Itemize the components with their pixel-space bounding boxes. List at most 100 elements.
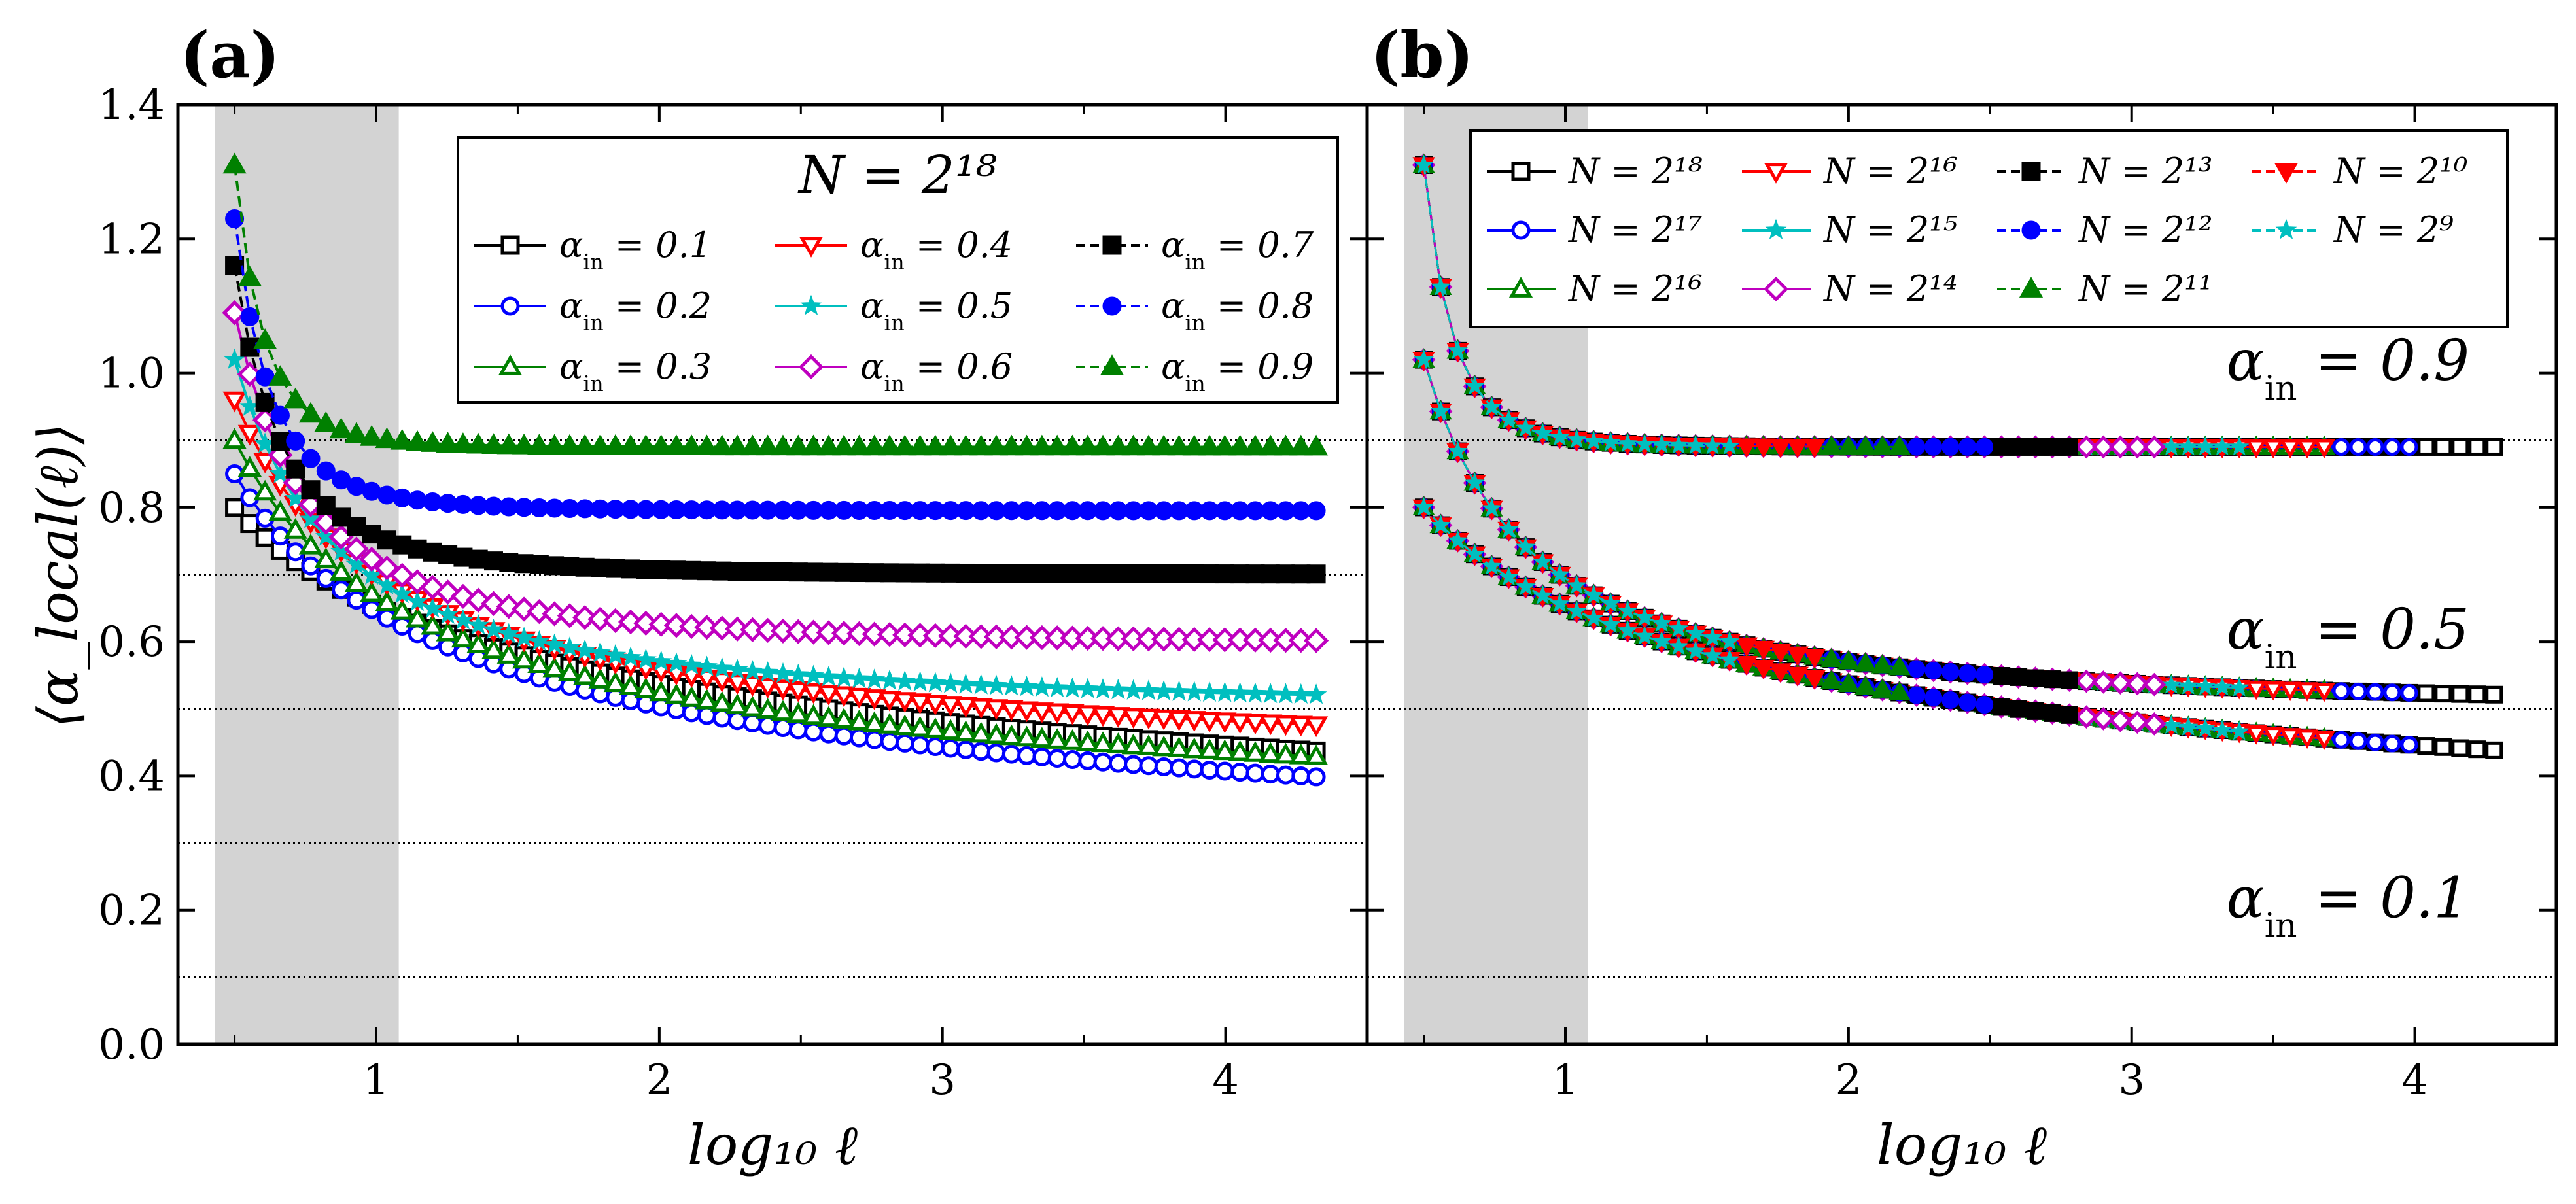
data-point: [253, 479, 277, 501]
data-point: [1182, 737, 1206, 759]
data-point: [2279, 728, 2302, 748]
data-point: [926, 501, 945, 521]
data-point: [1735, 656, 1758, 676]
data-point: [816, 706, 841, 727]
data-point: [2366, 733, 2384, 751]
data-point: [499, 497, 519, 517]
data-point: [771, 700, 795, 721]
legend-entry: N = 2¹⁴: [1742, 268, 1957, 309]
data-point: [724, 616, 750, 642]
data-point: [911, 563, 930, 583]
data-point: [603, 434, 627, 455]
data-point: [1668, 434, 1689, 455]
data-point: [984, 699, 1009, 720]
data-point: [2161, 436, 2182, 456]
data-point: [695, 434, 719, 456]
data-point: [1448, 530, 1468, 549]
data-point: [832, 708, 856, 729]
data-point: [1016, 676, 1038, 697]
data-point: [1121, 708, 1145, 729]
data-point: [451, 432, 476, 453]
data-point: [1617, 600, 1638, 620]
data-point: [1634, 625, 1655, 645]
data-point: [1230, 564, 1250, 584]
data-point: [1031, 676, 1053, 697]
data-point: [697, 561, 717, 581]
data-point: [512, 647, 536, 669]
data-point: [1431, 401, 1451, 421]
data-point: [1228, 713, 1252, 734]
data-point: [1015, 434, 1039, 456]
legend-label: αin = 0.5: [860, 285, 1013, 335]
data-point: [893, 692, 917, 713]
data-point: [1062, 677, 1083, 698]
data-point: [2229, 677, 2250, 697]
data-point: [986, 564, 1006, 583]
data-point: [1820, 647, 1843, 668]
data-point: [923, 695, 947, 715]
legend-marker: [1764, 163, 1788, 184]
data-point: [2262, 439, 2285, 459]
data-point: [1138, 679, 1160, 700]
data-point: [1001, 564, 1021, 583]
data-point: [2451, 685, 2469, 703]
data-point: [1152, 709, 1176, 731]
data-point: [923, 717, 947, 738]
data-point: [911, 735, 930, 755]
data-point: [621, 500, 640, 519]
data-point: [2434, 738, 2452, 756]
data-point: [1030, 434, 1054, 456]
data-point: [2060, 706, 2078, 724]
data-point: [1685, 640, 1706, 660]
data-point: [1291, 564, 1311, 584]
series-11: [1414, 154, 1740, 668]
data-point: [2229, 436, 2250, 456]
data-point: [1448, 340, 1468, 360]
data-point: [680, 434, 704, 456]
data-point: [496, 433, 521, 455]
data-point: [1719, 649, 1740, 668]
data-point: [1108, 501, 1128, 521]
legend-label: αin = 0.7: [1161, 224, 1314, 275]
data-point: [1567, 600, 1587, 620]
data-point: [1154, 757, 1174, 776]
y-tick-label: 1.4: [98, 81, 165, 129]
data-point: [1245, 564, 1265, 584]
data-point: [847, 709, 871, 731]
data-point: [360, 581, 384, 602]
series-2: [225, 464, 1326, 787]
data-point: [377, 485, 396, 505]
data-point: [2313, 682, 2336, 702]
data-point: [421, 613, 445, 635]
data-point: [2400, 438, 2418, 456]
series-9: [222, 152, 1329, 456]
data-point: [466, 432, 491, 454]
data-point: [956, 563, 975, 583]
data-point: [771, 434, 795, 456]
legend-marker: [2274, 163, 2299, 184]
data-point: [1924, 689, 1943, 707]
data-point: [1482, 498, 1502, 517]
data-point: [1124, 755, 1143, 774]
data-point: [1154, 564, 1174, 583]
data-point: [314, 547, 338, 568]
data-point: [1304, 744, 1329, 765]
data-point: [742, 562, 762, 581]
data-point: [1139, 756, 1158, 776]
legend-marker: [2019, 277, 2044, 298]
data-point: [1200, 564, 1219, 584]
legend-marker: [1763, 276, 1789, 302]
data-point: [801, 434, 826, 456]
data-point: [404, 569, 430, 594]
data-point: [1769, 663, 1792, 683]
data-point: [741, 660, 763, 681]
data-point: [1600, 432, 1621, 452]
legend-label: αin = 0.4: [860, 224, 1013, 275]
data-point: [1169, 758, 1189, 778]
data-point: [939, 719, 963, 740]
data-point: [710, 672, 734, 693]
data-point: [1431, 515, 1451, 534]
x-axis-title: log₁₀ ℓ: [1877, 1113, 2047, 1177]
data-point: [1289, 434, 1313, 456]
data-point: [1167, 736, 1191, 757]
